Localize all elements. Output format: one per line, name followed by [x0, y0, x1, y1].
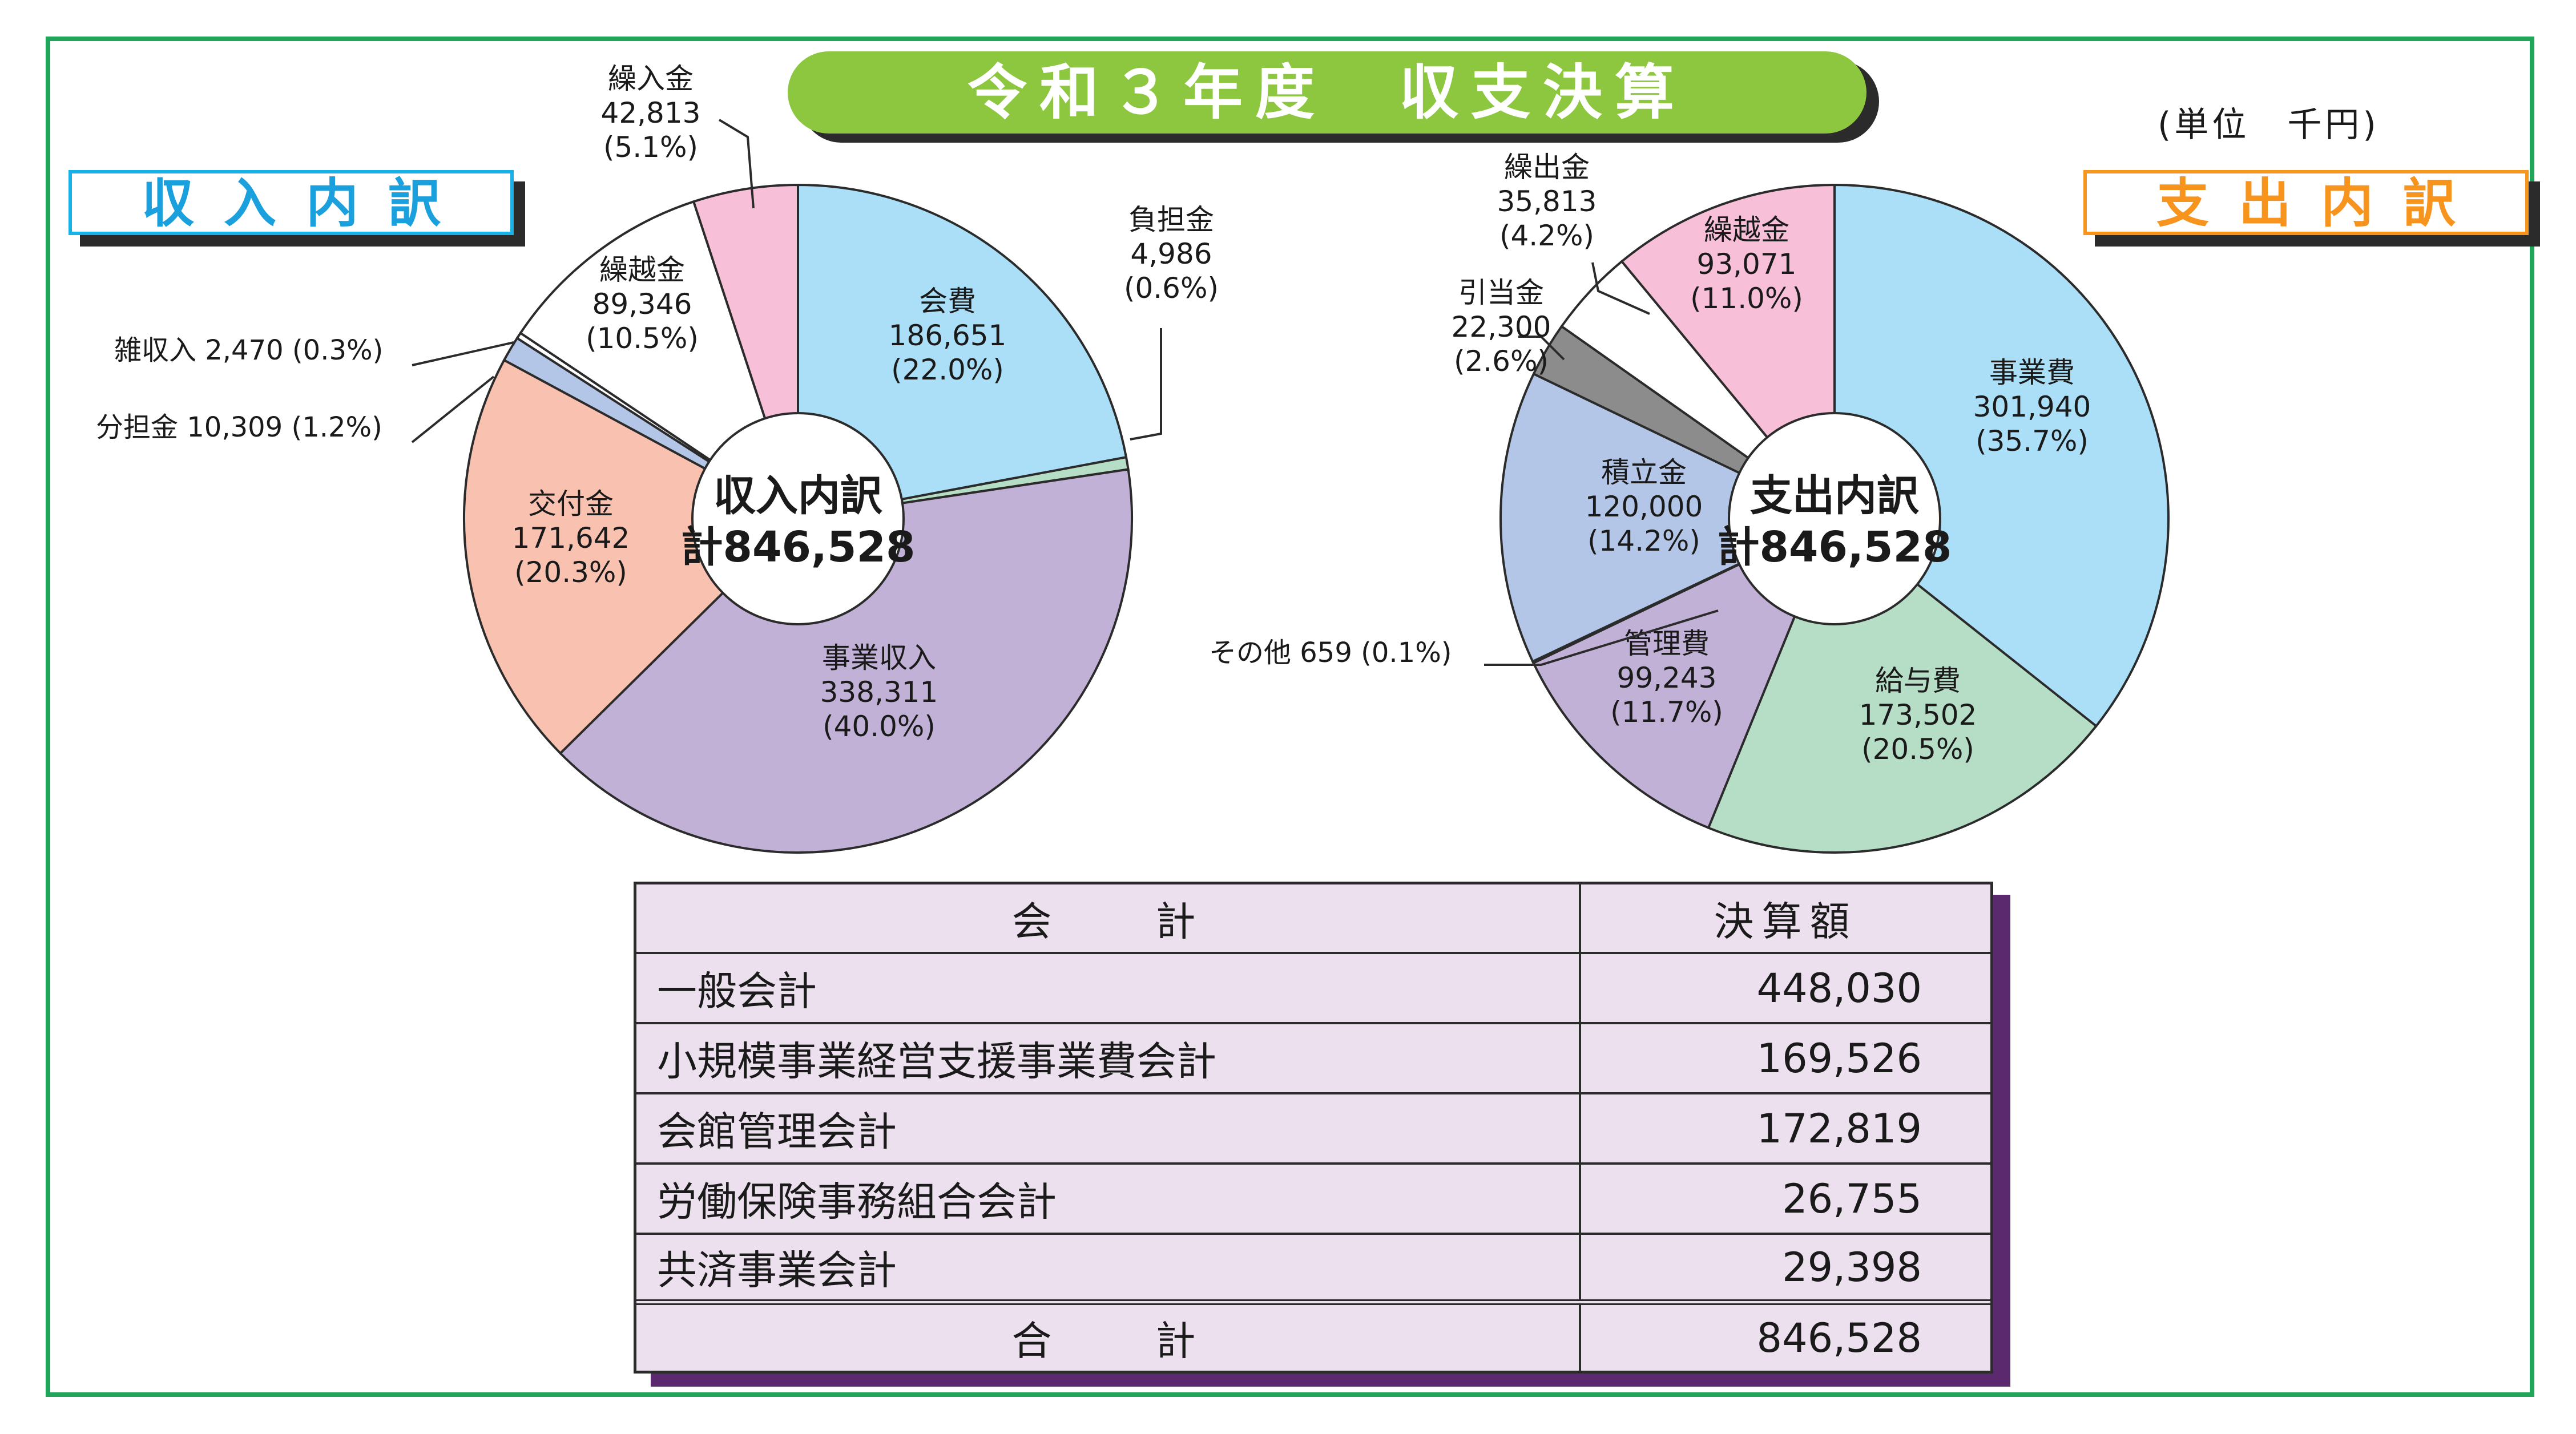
income-section-label: 収入内訳 — [68, 170, 514, 235]
income-slice-label-1-line-1: 4,986 — [1130, 237, 1212, 270]
expense-slice-label-2-line-1: 99,243 — [1617, 661, 1717, 694]
expense-slice-label-6-line-0: 繰出金 — [1504, 151, 1590, 184]
expense-slice-label-7-line-2: (11.0%) — [1690, 282, 1803, 315]
row-amount: 448,030 — [1756, 964, 1922, 1012]
table-header-row: 会 計 決算額 — [636, 884, 1990, 954]
row-account: 小規模事業経営支援事業費会計 — [636, 1024, 1581, 1092]
income-slice-label-2-line-0: 事業収入 — [822, 641, 936, 674]
income-slice-label-2-line-2: (40.0%) — [823, 710, 936, 743]
settlement-table: 会 計 決算額 一般会計 448,030 小規模事業経営支援事業費会計 169,… — [634, 882, 1993, 1374]
expense-slice-label-0-line-0: 事業費 — [1989, 356, 2075, 389]
income-slice-2 — [558, 468, 1134, 854]
income-slice-label-0-line-0: 会費 — [919, 285, 976, 318]
expense-slice-label-4-line-0: 積立金 — [1601, 456, 1687, 489]
table-row: 会館管理会計 172,819 — [636, 1094, 1990, 1165]
row-amount: 169,526 — [1756, 1035, 1922, 1082]
expense-slice-2 — [1531, 516, 1837, 830]
income-center-hole — [691, 412, 905, 625]
income-slice-label-3-line-2: (20.3%) — [514, 556, 627, 589]
row-account: 会館管理会計 — [636, 1094, 1581, 1162]
expense-section-label: 支出内訳 — [2083, 170, 2529, 235]
income-slice-0 — [797, 183, 1128, 520]
expense-slice-label-2-line-2: (11.7%) — [1610, 696, 1723, 729]
row-account: 共済事業会計 — [636, 1235, 1581, 1299]
income-slice-label-3-line-1: 171,642 — [512, 522, 630, 555]
income-center-label-0: 収入内訳 — [713, 471, 883, 520]
expense-slice-label-3: その他 659 (0.1%) — [1209, 637, 1452, 669]
row-amount: 26,755 — [1782, 1175, 1922, 1222]
income-slice-label-1-line-0: 負担金 — [1128, 203, 1214, 236]
income-slice-3 — [463, 358, 800, 755]
income-slice-label-0-line-2: (22.0%) — [891, 353, 1004, 386]
expense-slice-label-2-line-0: 管理費 — [1624, 627, 1710, 660]
income-slice-label-6-line-1: 89,346 — [592, 288, 692, 321]
expense-slice-label-4-line-2: (14.2%) — [1587, 524, 1700, 558]
page-title: 令和３年度 収支決算 — [788, 51, 1867, 134]
expense-leader-line-3 — [1484, 609, 1719, 666]
table-row: 小規模事業経営支援事業費会計 169,526 — [636, 1024, 1990, 1094]
expense-center-label-1: 計846,528 — [1717, 523, 1952, 572]
income-slice-label-6-line-0: 繰越金 — [599, 253, 685, 286]
row-account: 労働保険事務組合会計 — [636, 1165, 1581, 1233]
expense-slice-label-5-line-0: 引当金 — [1458, 276, 1544, 309]
expense-slice-label-0-line-1: 301,940 — [1973, 390, 2091, 423]
income-slice-label-7-line-0: 繰入金 — [608, 62, 694, 95]
expense-slice-label-6-line-1: 35,813 — [1497, 185, 1597, 218]
outer-frame — [46, 37, 2534, 1397]
income-slice-label-1-line-2: (0.6%) — [1124, 272, 1219, 305]
expense-slice-label-7-line-0: 繰越金 — [1704, 213, 1789, 247]
expense-slice-label-4-line-1: 120,000 — [1585, 490, 1703, 523]
expense-slice-label-1-line-0: 給与費 — [1875, 664, 1961, 697]
expense-slice-label-0-line-2: (35.7%) — [1976, 425, 2089, 458]
income-slice-label-7-line-2: (5.1%) — [603, 131, 698, 164]
income-center-label-1: 計846,528 — [680, 523, 915, 572]
income-slice-label-4: 分担金 10,309 (1.2%) — [96, 411, 382, 443]
row-account: 一般会計 — [636, 954, 1581, 1022]
total-amount: 846,528 — [1756, 1314, 1922, 1362]
expense-slice-0 — [1833, 183, 2170, 728]
unit-note: (単位 千円) — [2158, 105, 2380, 145]
expense-center-hole — [1728, 412, 1941, 625]
total-label: 合 計 — [636, 1305, 1581, 1371]
expense-leader-line-6 — [1591, 262, 1650, 315]
expense-slice-label-5-line-2: (2.6%) — [1454, 345, 1549, 378]
table-row: 一般会計 448,030 — [636, 954, 1990, 1024]
table-row: 共済事業会計 29,398 — [636, 1235, 1990, 1305]
income-slice-label-3-line-0: 交付金 — [528, 487, 614, 520]
expense-slice-label-1-line-2: (20.5%) — [1861, 733, 1974, 766]
row-amount: 29,398 — [1782, 1243, 1922, 1291]
expense-leader-line-5 — [1518, 336, 1565, 361]
income-slice-label-5: 雑収入 2,470 (0.3%) — [114, 334, 383, 366]
expense-slice-label-1-line-1: 173,502 — [1859, 698, 1977, 732]
expense-slice-label-6-line-2: (4.2%) — [1499, 219, 1594, 252]
income-leader-line-1 — [1130, 328, 1162, 441]
header-amount: 決算額 — [1714, 898, 1858, 945]
table-row: 労働保険事務組合会計 26,755 — [636, 1165, 1990, 1235]
income-slice-label-7-line-1: 42,813 — [601, 96, 701, 130]
income-slice-label-2-line-1: 338,311 — [820, 676, 938, 709]
header-account: 会 計 — [636, 884, 1581, 952]
expense-center-label-0: 支出内訳 — [1750, 471, 1920, 520]
income-slice-label-0-line-1: 186,651 — [889, 319, 1007, 352]
expense-slice-label-5-line-1: 22,300 — [1452, 310, 1551, 344]
income-slice-label-6-line-2: (10.5%) — [586, 322, 699, 355]
expense-slice-label-7-line-1: 93,071 — [1697, 248, 1797, 281]
table-total-row: 合 計 846,528 — [636, 1305, 1990, 1371]
income-leader-line-7 — [718, 119, 755, 209]
expense-slice-4 — [1499, 372, 1837, 663]
income-leader-line-4 — [411, 375, 495, 443]
row-amount: 172,819 — [1756, 1105, 1922, 1152]
income-leader-line-5 — [412, 341, 514, 366]
